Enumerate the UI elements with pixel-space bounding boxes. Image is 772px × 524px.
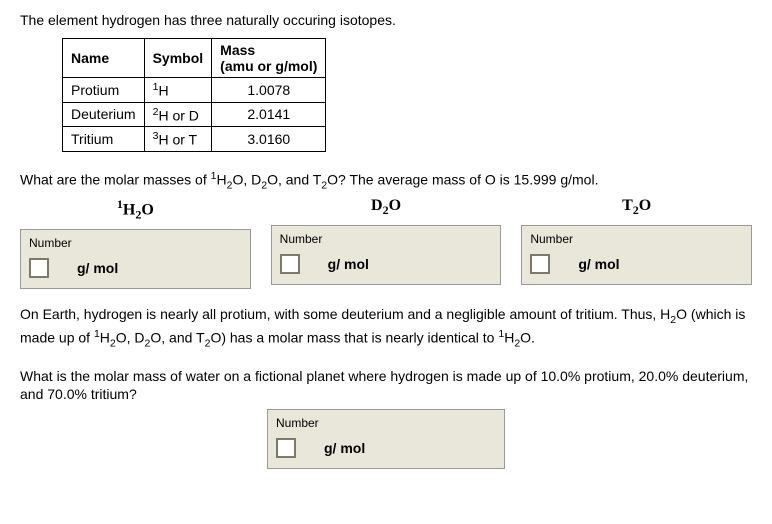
cell-name: Deuterium [63,102,145,127]
cell-mass: 1.0078 [212,78,326,103]
formula-label: 1H2O [20,197,251,223]
table-row: Tritium 3H or T 3.0160 [63,127,326,152]
cell-symbol: 1H [144,78,212,103]
formula-label: D2O [271,197,502,218]
answer-triples: 1H2O Number g/ mol D2O Number g/ mol T2O… [20,197,752,289]
cell-symbol: 2H or D [144,102,212,127]
intro-text: The element hydrogen has three naturally… [20,12,752,28]
answer-box: Number g/ mol [521,225,752,285]
cell-name: Protium [63,78,145,103]
input-label: Number [530,232,743,246]
table-row: Deuterium 2H or D 2.0141 [63,102,326,127]
unit-label: g/ mol [77,260,118,276]
number-input[interactable] [530,254,550,274]
cell-name: Tritium [63,127,145,152]
input-label: Number [276,416,496,430]
unit-label: g/ mol [578,256,619,272]
number-input[interactable] [280,254,300,274]
answer-box: Number g/ mol [20,229,251,289]
number-input[interactable] [276,438,296,458]
formula-label: T2O [521,197,752,218]
number-input[interactable] [29,258,49,278]
unit-label: g/ mol [324,440,365,456]
explanation-paragraph: On Earth, hydrogen is nearly all protium… [20,305,752,351]
question-1: What are the molar masses of 1H2O, D2O, … [20,170,752,191]
input-label: Number [280,232,493,246]
cell-mass: 2.0141 [212,102,326,127]
isotope-table: Name Symbol Mass (amu or g/mol) Protium … [62,38,326,152]
table-row: Protium 1H 1.0078 [63,78,326,103]
answer-box: Number g/ mol [267,409,505,469]
th-symbol: Symbol [144,39,212,78]
input-label: Number [29,236,242,250]
question-2: What is the molar mass of water on a fic… [20,367,752,403]
cell-mass: 3.0160 [212,127,326,152]
unit-label: g/ mol [328,256,369,272]
th-name: Name [63,39,145,78]
th-mass: Mass (amu or g/mol) [212,39,326,78]
answer-box: Number g/ mol [271,225,502,285]
cell-symbol: 3H or T [144,127,212,152]
